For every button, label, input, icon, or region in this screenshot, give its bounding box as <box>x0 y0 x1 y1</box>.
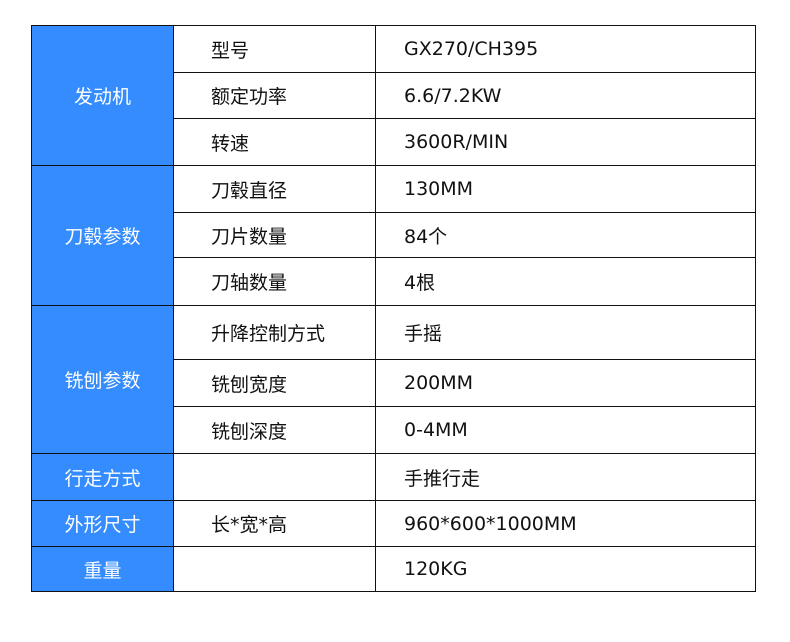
param-value: 手推行走 <box>375 453 756 501</box>
table-row: 额定功率 6.6/7.2KW <box>32 72 756 119</box>
param-name: 铣刨宽度 <box>173 359 376 407</box>
category-cell: 外形尺寸 <box>31 500 174 547</box>
table-row: 铣刨宽度 200MM <box>32 359 756 407</box>
table-row: 铣刨参数 升降控制方式 手摇 <box>31 305 756 454</box>
param-value: 960*600*1000MM <box>375 500 756 547</box>
table-row: 刀毂参数 刀毂直径 130MM <box>31 165 756 306</box>
param-name: 刀轴数量 <box>173 257 376 306</box>
param-value: 6.6/7.2KW <box>375 72 756 119</box>
param-value: 200MM <box>375 359 756 407</box>
table-row: 行走方式 手推行走 <box>31 453 756 501</box>
table-row: 刀片数量 84个 <box>32 212 756 258</box>
table-row: 铣刨深度 0-4MM <box>32 406 756 454</box>
spec-table: 发动机 型号 GX270/CH395 额定功率 6.6/7.2KW 转速 360… <box>31 25 756 592</box>
category-cell: 行走方式 <box>31 453 174 501</box>
param-value: 0-4MM <box>375 406 756 454</box>
param-value: 4根 <box>375 257 756 306</box>
table-row: 发动机 型号 GX270/CH395 <box>31 25 756 166</box>
table-row: 外形尺寸 长*宽*高 960*600*1000MM <box>31 500 756 547</box>
param-value: 120KG <box>375 546 756 592</box>
category-cell: 重量 <box>31 546 174 592</box>
param-value: 手摇 <box>375 305 756 360</box>
table-row: 重量 120KG <box>31 546 756 592</box>
category-cell: 铣刨参数 <box>31 305 174 454</box>
table-row: 刀轴数量 4根 <box>32 257 756 306</box>
param-name: 升降控制方式 <box>173 305 376 360</box>
param-value: 84个 <box>375 212 756 258</box>
param-name: 长*宽*高 <box>173 500 376 547</box>
param-name: 额定功率 <box>173 72 376 119</box>
param-name: 刀毂直径 <box>173 165 376 213</box>
param-name: 转速 <box>173 118 376 166</box>
param-name: 刀片数量 <box>173 212 376 258</box>
param-name: 型号 <box>173 25 376 73</box>
category-cell: 刀毂参数 <box>31 165 174 306</box>
param-value: GX270/CH395 <box>375 25 756 73</box>
category-cell: 发动机 <box>31 25 174 166</box>
param-value: 130MM <box>375 165 756 213</box>
param-name: 铣刨深度 <box>173 406 376 454</box>
param-name <box>173 453 376 501</box>
param-name <box>173 546 376 592</box>
table-row: 转速 3600R/MIN <box>32 118 756 166</box>
param-value: 3600R/MIN <box>375 118 756 166</box>
